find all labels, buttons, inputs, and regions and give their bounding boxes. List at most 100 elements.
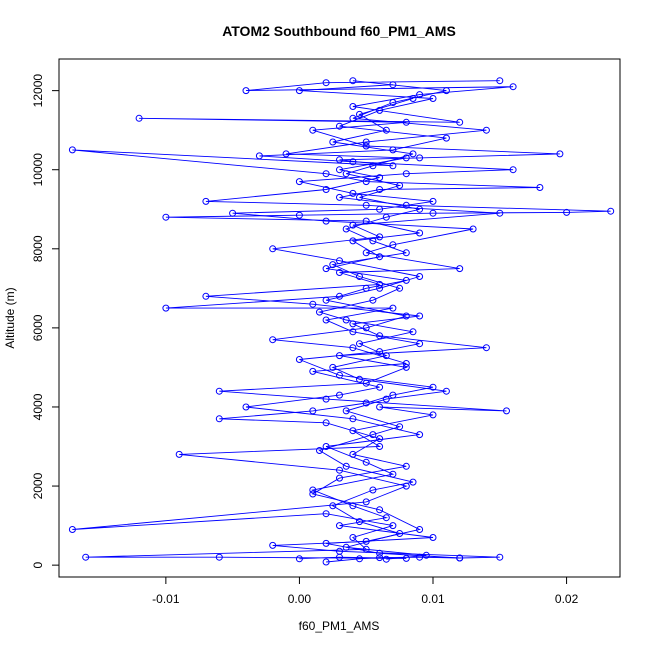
data-point [68, 146, 76, 154]
data-point [336, 466, 343, 474]
data-point [362, 324, 370, 332]
data-point [336, 391, 343, 399]
data-point [295, 178, 303, 186]
data-point [369, 296, 377, 304]
data-point [342, 225, 350, 233]
data-point [382, 514, 390, 522]
data-point [349, 328, 357, 336]
data-point [456, 554, 464, 562]
data-point [429, 95, 437, 102]
data-point [356, 193, 363, 201]
data-point [349, 415, 357, 423]
data-point [416, 312, 424, 320]
data-point [362, 249, 370, 257]
y-axis-label: Altitude (m) [3, 287, 17, 348]
data-point [329, 502, 337, 510]
data-point [482, 126, 490, 134]
data-point [376, 435, 384, 443]
y-tick-label: 10000 [31, 153, 45, 187]
data-point [356, 555, 363, 563]
data-point [242, 403, 250, 411]
data-point [322, 510, 330, 518]
data-point [409, 95, 417, 102]
data-point [342, 543, 350, 551]
data-point [329, 261, 337, 269]
y-tick-label: 6000 [31, 314, 45, 341]
data-point [215, 553, 223, 561]
data-point [309, 300, 317, 308]
data-point [416, 526, 424, 533]
data-point [482, 344, 490, 352]
data-point [295, 87, 303, 95]
data-point [362, 458, 370, 466]
data-point [135, 114, 143, 122]
data-point [322, 186, 330, 193]
x-tick-label: 0.00 [288, 592, 312, 606]
data-point [382, 555, 390, 563]
data-point [295, 356, 303, 363]
x-tick-label: 0.02 [555, 592, 579, 606]
data-point [376, 280, 384, 288]
data-point [349, 221, 357, 229]
data-point [509, 166, 517, 174]
data-point [409, 328, 417, 336]
x-tick-label: -0.01 [152, 592, 180, 606]
data-point [336, 371, 343, 379]
data-point [469, 225, 477, 233]
data-point [322, 443, 330, 450]
data-point [442, 387, 450, 395]
data-point [429, 383, 437, 391]
data-point [376, 174, 384, 182]
data-point [202, 292, 210, 300]
data-point [356, 518, 363, 526]
data-point [362, 399, 370, 407]
data-point [556, 150, 564, 158]
data-point [402, 249, 410, 257]
data-layer [68, 77, 615, 566]
data-point [356, 375, 363, 383]
data-point [376, 284, 384, 292]
data-point [322, 79, 330, 87]
data-point [336, 522, 343, 530]
data-point [329, 138, 337, 146]
data-point [242, 87, 250, 95]
data-point [349, 158, 357, 166]
y-tick-label: 8000 [31, 235, 45, 262]
data-point [402, 360, 410, 367]
data-point [369, 237, 377, 245]
data-point [536, 184, 544, 191]
data-point [496, 553, 504, 561]
data-point [336, 269, 343, 276]
data-point [402, 276, 410, 284]
data-point [336, 352, 343, 360]
y-tick-label: 0 [31, 561, 45, 568]
data-point [322, 395, 330, 403]
data-point [202, 197, 210, 205]
data-point [402, 554, 410, 562]
y-axis: 0 2000 4000 6000 8000 10000 12000 [31, 74, 60, 568]
data-point [442, 134, 450, 142]
data-point [322, 265, 330, 273]
data-point [416, 154, 424, 162]
data-point [456, 118, 464, 126]
data-point [295, 555, 303, 563]
data-point [336, 553, 343, 561]
data-point [349, 189, 357, 197]
data-point [396, 423, 404, 431]
data-point [456, 265, 464, 273]
x-axis: -0.01 0.00 0.01 0.02 [152, 576, 579, 606]
data-point [496, 77, 504, 85]
data-point [336, 474, 343, 482]
data-point [429, 209, 437, 217]
data-point [309, 490, 317, 498]
data-point [362, 201, 370, 209]
data-point [376, 383, 384, 391]
data-point [162, 304, 170, 312]
data-point [362, 142, 370, 150]
data-point [342, 407, 350, 415]
data-point [215, 415, 223, 423]
data-point [322, 316, 330, 324]
data-point [396, 530, 404, 537]
